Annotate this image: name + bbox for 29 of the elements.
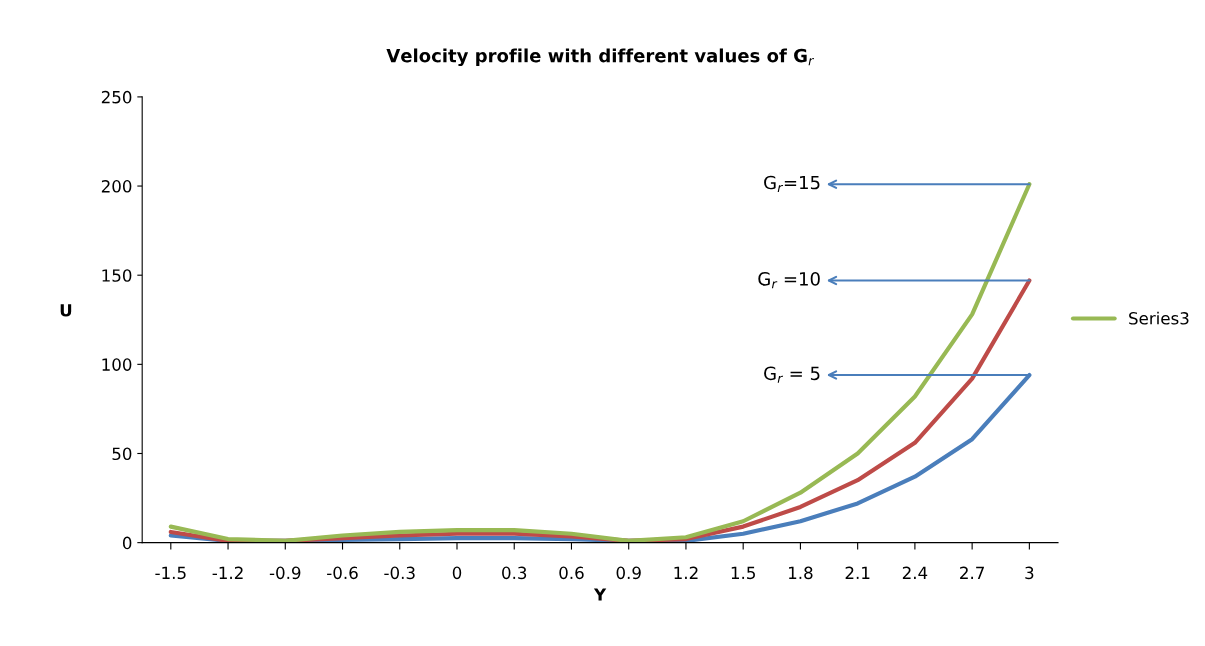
x-tick-label: 0 [452,566,462,580]
x-tick-label: -1.5 [155,566,186,580]
x-tick-label: 0.9 [616,566,641,580]
annotation: G$_{r}$ = 5 [764,366,820,383]
y-tick-label: 0 [122,536,132,550]
y-tick-label: 200 [101,180,132,193]
x-tick-label: 1.2 [674,566,698,579]
x-tick-label: 0.3 [502,566,527,580]
y-tick-label: 250 [101,90,132,104]
x-tick-label: 1.8 [789,566,813,580]
x-tick-label: -0.3 [384,566,415,580]
x-tick-label: 0.6 [559,566,584,580]
x-tick-label: -1.2 [212,566,243,579]
legend-label: Series3 [1129,311,1189,325]
x-tick-label: 2.1 [845,566,870,579]
x-tick-label: 1.5 [731,566,755,580]
annotation: G$_{r}$ =10 [758,271,820,289]
y-tick-label: 100 [102,358,132,371]
chart-title: Velocity profile with different values of G$_{r}$ [386,48,814,67]
x-tick-label: 2.7 [960,566,984,579]
annotation: G$_{r}$=15 [764,175,820,193]
y-tick-label: 50 [112,447,132,461]
x-tick-label: -0.6 [327,566,358,580]
y-tick-label: 150 [102,269,132,282]
x-tick-label: 3 [1025,566,1034,580]
x-tick-label: 2.4 [902,566,928,579]
x-tick-label: -0.9 [269,566,301,580]
x-axis-title: Y [593,588,607,601]
y-axis-title: U [60,304,72,317]
